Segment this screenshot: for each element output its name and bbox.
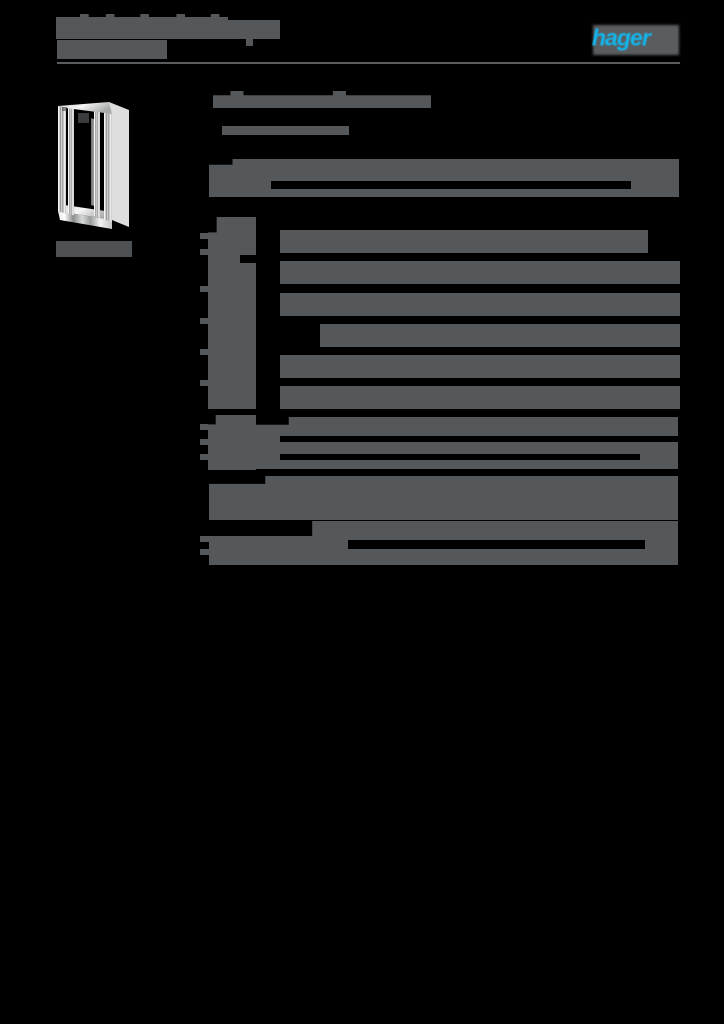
svg-text:hager: hager bbox=[592, 25, 652, 51]
